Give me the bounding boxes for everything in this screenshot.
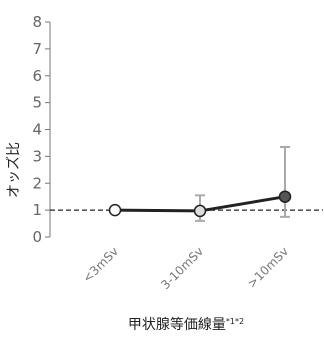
y-axis-title: オッズ比 (6, 142, 22, 198)
x-category-label: 3-10mSv (158, 244, 206, 292)
data-markers (108, 190, 292, 218)
y-tick-label: 2 (32, 174, 42, 192)
data-point (278, 190, 292, 203)
y-tick-label: 8 (32, 13, 42, 31)
y-tick-label: 3 (32, 147, 42, 165)
x-axis-title-main: 甲状腺等価線量 (128, 316, 226, 333)
data-point (108, 203, 122, 217)
y-tick-label: 6 (32, 67, 42, 85)
x-category-label: <3mSv (80, 244, 121, 285)
y-tick-label: 4 (32, 121, 42, 139)
y-tick-label: 5 (32, 94, 42, 112)
x-category-label: >10mSv (245, 244, 291, 290)
y-tick-label: 7 (32, 40, 42, 58)
data-point (193, 204, 207, 218)
x-axis-title-superscript: *1*2 (226, 317, 244, 326)
y-tick-label: 1 (32, 201, 42, 219)
x-axis-title: 甲状腺等価線量*1*2 (128, 316, 244, 333)
y-axis-ticks: 0 1 2 3 4 5 6 7 8 (32, 13, 50, 246)
y-tick-label: 0 (32, 228, 42, 246)
x-axis-categories: <3mSv 3-10mSv >10mSv (80, 244, 291, 292)
